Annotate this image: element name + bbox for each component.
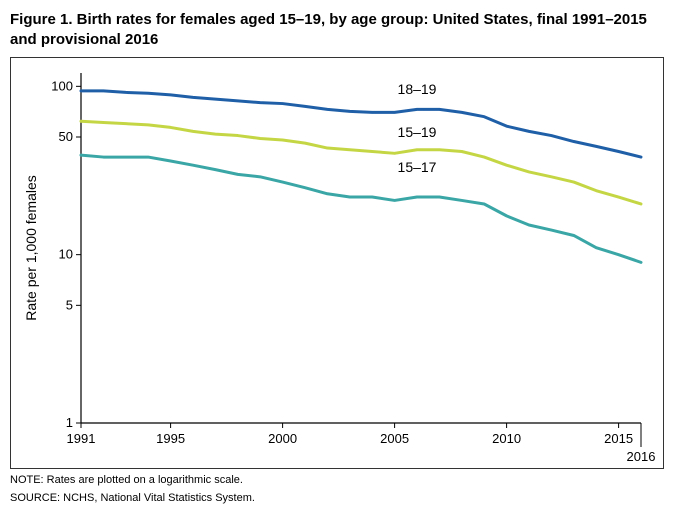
svg-text:1991: 1991 — [67, 431, 96, 446]
svg-text:2005: 2005 — [380, 431, 409, 446]
svg-text:1995: 1995 — [156, 431, 185, 446]
svg-text:Rate per 1,000 females: Rate per 1,000 females — [23, 175, 39, 321]
svg-text:10: 10 — [59, 247, 73, 262]
note-text: NOTE: Rates are plotted on a logarithmic… — [10, 473, 664, 487]
svg-text:1: 1 — [66, 415, 73, 430]
svg-text:15–19: 15–19 — [398, 124, 437, 140]
line-chart: 1 5 10 50 100 1991 1995 2000 2005 2010 2015 2016 Rat… — [11, 58, 663, 468]
source-text: SOURCE: NCHS, National Vital Statistics … — [10, 491, 664, 505]
svg-text:100: 100 — [51, 78, 73, 93]
svg-text:2010: 2010 — [492, 431, 521, 446]
figure-title: Figure 1. Birth rates for females aged 1… — [10, 10, 664, 49]
svg-text:2016: 2016 — [627, 449, 656, 464]
svg-text:18–19: 18–19 — [398, 81, 437, 97]
chart-frame: 1 5 10 50 100 1991 1995 2000 2005 2010 2015 2016 Rat… — [10, 57, 664, 469]
svg-text:2015: 2015 — [604, 431, 633, 446]
svg-text:2000: 2000 — [268, 431, 297, 446]
svg-text:5: 5 — [66, 297, 73, 312]
svg-text:50: 50 — [59, 129, 73, 144]
svg-text:15–17: 15–17 — [398, 159, 437, 175]
